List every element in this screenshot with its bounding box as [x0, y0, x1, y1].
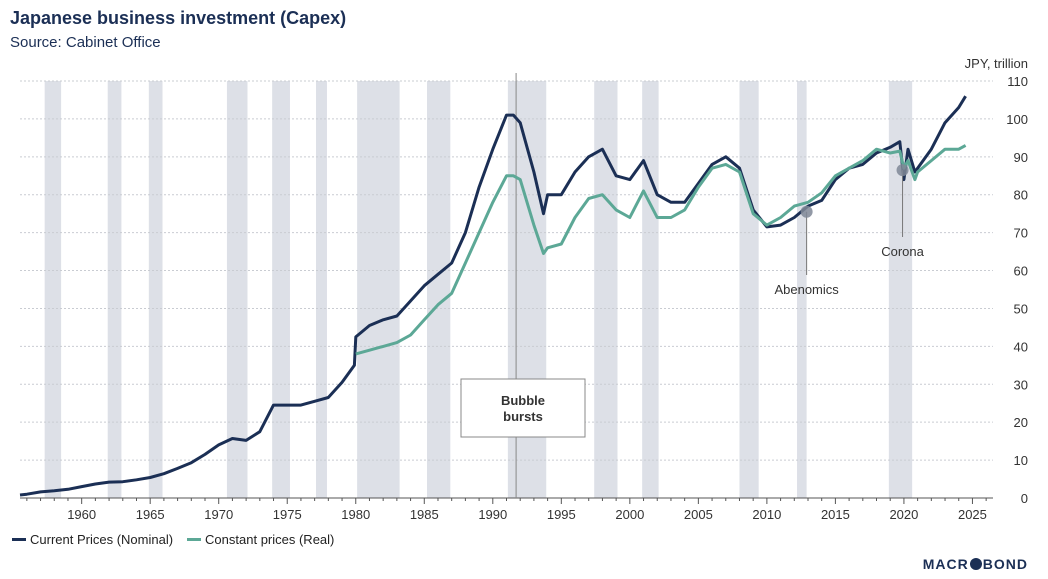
- y-axis-unit-label: JPY, trillion: [964, 56, 1028, 71]
- corona-callout-label: Corona: [881, 244, 924, 259]
- series-line-real: [355, 144, 967, 356]
- legend-swatch-nominal: [12, 538, 26, 541]
- brand-text-left: MACR: [922, 556, 969, 572]
- brand-text-right: BOND: [982, 556, 1028, 572]
- x-tick-label: 1960: [67, 507, 96, 522]
- abenomics-callout-dot: [800, 205, 813, 218]
- recession-band: [148, 81, 163, 498]
- x-tick-label: 1985: [410, 507, 439, 522]
- x-tick-label: 2020: [889, 507, 918, 522]
- x-tick-label: 2005: [684, 507, 713, 522]
- macrobond-logo: MACR BOND: [923, 556, 1028, 572]
- x-tick-label: 1980: [341, 507, 370, 522]
- x-tick-label: 2025: [958, 507, 987, 522]
- chart-subtitle: Source: Cabinet Office: [10, 34, 161, 51]
- bubble-annotation-text-line2: bursts: [503, 409, 543, 424]
- x-tick-label: 2010: [752, 507, 781, 522]
- recession-band: [44, 81, 62, 498]
- y-tick-label: 90: [1014, 150, 1028, 165]
- recession-band: [272, 81, 290, 498]
- abenomics-callout-label: Abenomics: [774, 282, 839, 297]
- recession-band: [226, 81, 248, 498]
- legend-label-real: Constant prices (Real): [205, 532, 335, 547]
- bubble-annotation-box: [460, 378, 586, 438]
- y-tick-label: 0: [1021, 491, 1028, 506]
- y-tick-label: 10: [1014, 453, 1028, 468]
- recession-band: [797, 81, 807, 498]
- y-tick-label: 50: [1014, 301, 1028, 316]
- recession-band: [594, 81, 618, 498]
- x-tick-label: 2000: [615, 507, 644, 522]
- y-tick-label: 20: [1014, 415, 1028, 430]
- series-line-nominal: [19, 95, 967, 497]
- legend-swatch-real: [187, 538, 202, 541]
- y-tick-label: 80: [1014, 188, 1028, 203]
- chart-title: Japanese business investment (Capex): [10, 8, 347, 28]
- y-tick-label: 110: [1007, 74, 1028, 89]
- x-tick-label: 2015: [821, 507, 850, 522]
- y-tick-label: 70: [1014, 226, 1028, 241]
- legend-item-nominal: Current Prices (Nominal): [12, 532, 173, 547]
- y-tick-label: 30: [1014, 377, 1028, 392]
- y-tick-label: 100: [1006, 112, 1028, 127]
- x-tick-label: 1990: [478, 507, 507, 522]
- x-tick-label: 1970: [204, 507, 233, 522]
- recession-band: [357, 81, 400, 498]
- bubble-annotation-text-line1: Bubble: [501, 393, 545, 408]
- recession-band: [107, 81, 122, 498]
- y-tick-label: 60: [1014, 264, 1028, 279]
- legend-label-nominal: Current Prices (Nominal): [30, 532, 174, 547]
- x-tick-label: 1995: [547, 507, 576, 522]
- recession-band: [316, 81, 327, 498]
- x-tick-label: 1975: [273, 507, 302, 522]
- recession-band: [888, 81, 913, 498]
- recession-band: [427, 81, 451, 498]
- brand-dot-icon: [969, 558, 982, 570]
- recession-band: [642, 81, 659, 498]
- y-tick-label: 40: [1014, 339, 1028, 354]
- legend-item-real: Constant prices (Real): [187, 532, 334, 547]
- recession-band: [739, 81, 759, 498]
- corona-callout-dot: [896, 164, 909, 177]
- legend: Current Prices (Nominal) Constant prices…: [12, 532, 334, 547]
- x-tick-label: 1965: [136, 507, 165, 522]
